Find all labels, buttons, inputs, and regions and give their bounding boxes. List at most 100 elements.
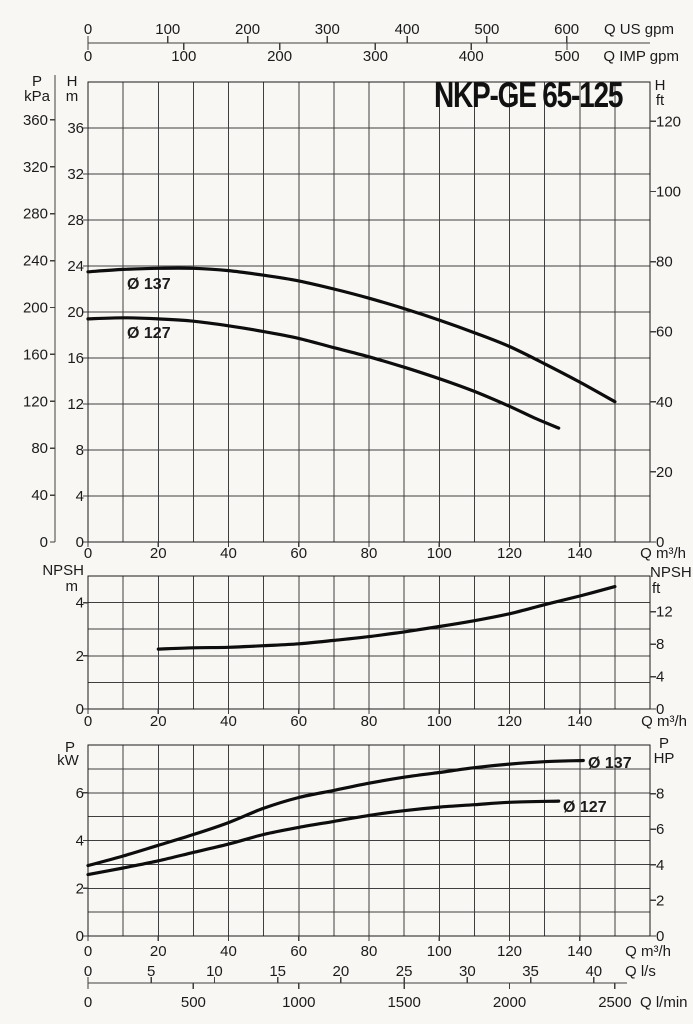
tick-label: 40 — [585, 963, 602, 980]
tick-label: 300 — [315, 21, 340, 38]
head-left-axis-header: Hm — [66, 73, 79, 105]
tick-label: 20 — [333, 963, 350, 980]
tick-label: 140 — [567, 713, 592, 730]
tick-label: 10 — [206, 963, 223, 980]
head-grid — [88, 82, 650, 542]
tick-label: 0 — [84, 943, 92, 960]
tick-label: 12 — [67, 396, 84, 413]
head-right-axis-header: Hft — [655, 77, 666, 109]
axis-header: ft — [652, 580, 661, 597]
tick-label: 0 — [656, 534, 664, 551]
tick-label: 80 — [361, 943, 378, 960]
axis-unit-label: Q US gpm — [604, 21, 674, 38]
tick-label: 100 — [427, 545, 452, 562]
footer-flow-axis-l_s: 0 5 10 15 20 25 30 35 40 Q l/s — [84, 963, 656, 983]
tick-label: 60 — [656, 324, 673, 341]
head-y-axis-left: 0 4 8 12 16 20 24 28 32 36 — [67, 120, 88, 551]
tick-label: 0 — [84, 545, 92, 562]
chart-title: NKP-GE 65-125 — [434, 76, 623, 115]
tick-label: 0 — [84, 994, 92, 1011]
axis-unit-label: Q m³/h — [625, 943, 671, 960]
axis-header: P — [659, 735, 669, 752]
tick-label: 400 — [395, 21, 420, 38]
axis-header: kPa — [24, 88, 51, 105]
tick-label: 1500 — [387, 994, 420, 1011]
axis-unit-label: Q l/s — [625, 963, 656, 980]
power-curve-Ø127 — [86, 799, 561, 877]
tick-label: 16 — [67, 350, 84, 367]
axis-header: NPSH — [650, 564, 692, 581]
tick-label: 20 — [67, 304, 84, 321]
npsh-curve-0 — [156, 585, 617, 651]
tick-label: 28 — [67, 212, 84, 229]
tick-label: 100 — [427, 713, 452, 730]
tick-label: 600 — [554, 21, 579, 38]
tick-label: 0 — [656, 928, 664, 945]
tick-label: 40 — [656, 394, 673, 411]
tick-label: 120 — [656, 113, 681, 130]
power-curve-Ø137 — [86, 758, 585, 868]
curve-label: Ø 137 — [588, 755, 632, 772]
footer-flow-axes: 0 5 10 15 20 25 30 35 40 Q l/s 0 500 1000 1500 2000 250… — [84, 963, 688, 1011]
tick-label: 4 — [656, 669, 664, 686]
axis-header: m — [66, 578, 79, 595]
tick-label: 8 — [656, 636, 664, 653]
axis-header: HP — [654, 750, 675, 767]
tick-label: 320 — [23, 159, 48, 176]
tick-label: 0 — [84, 963, 92, 980]
npsh-grid — [88, 576, 650, 709]
top-flow-axis: 0 100 200 300 400 500 600 Q US gpm 0 100 200 300 400… — [84, 21, 679, 65]
tick-label: 80 — [31, 440, 48, 457]
tick-label: 100 — [427, 943, 452, 960]
top-flow-axis-us_gpm: 0 100 200 300 400 500 600 Q US gpm — [84, 21, 674, 43]
tick-label: 60 — [290, 713, 307, 730]
tick-label: 0 — [76, 928, 84, 945]
axis-header: kW — [57, 752, 80, 769]
tick-label: 20 — [150, 713, 167, 730]
head-pressure-axis: 0 40 80 120 160 200 240 280 320 360 — [23, 75, 56, 551]
tick-label: 120 — [497, 943, 522, 960]
tick-label: 60 — [290, 545, 307, 562]
tick-label: 20 — [150, 943, 167, 960]
tick-label: 20 — [656, 464, 673, 481]
tick-label: 1000 — [282, 994, 315, 1011]
head-chart: 0481216202428323604080120160200240280320… — [23, 73, 686, 562]
axis-header: P — [32, 73, 42, 90]
power-y-axis-left: 0 2 4 6 — [76, 785, 88, 945]
tick-label: 40 — [220, 545, 237, 562]
tick-label: 0 — [76, 534, 84, 551]
head-curve-Ø127 — [86, 316, 561, 430]
top-flow-axis-imp_gpm: 0 100 200 300 400 500 Q IMP gpm — [84, 43, 679, 65]
power-right-axis-header: PHP — [654, 735, 675, 767]
axis-header: H — [67, 73, 78, 90]
tick-label: 2000 — [493, 994, 526, 1011]
tick-label: 200 — [235, 21, 260, 38]
tick-label: 200 — [23, 299, 48, 316]
tick-label: 40 — [31, 487, 48, 504]
axis-unit-label: Q m³/h — [641, 713, 687, 730]
axis-unit-label: Q m³/h — [640, 545, 686, 562]
tick-label: 4 — [76, 833, 84, 850]
tick-label: 0 — [84, 21, 92, 38]
tick-label: 500 — [555, 48, 580, 65]
tick-label: 36 — [67, 120, 84, 137]
tick-label: 32 — [67, 166, 84, 183]
tick-label: 0 — [40, 534, 48, 551]
head-curve-Ø137 — [86, 266, 617, 404]
tick-label: 140 — [567, 545, 592, 562]
tick-label: 80 — [656, 254, 673, 271]
tick-label: 6 — [656, 821, 664, 838]
power-grid — [88, 745, 650, 936]
tick-label: 2 — [656, 892, 664, 909]
curve-label: Ø 127 — [127, 325, 171, 342]
tick-label: 120 — [497, 545, 522, 562]
tick-label: 400 — [459, 48, 484, 65]
curve-label: Ø 127 — [563, 799, 607, 816]
axis-header: H — [655, 77, 666, 94]
